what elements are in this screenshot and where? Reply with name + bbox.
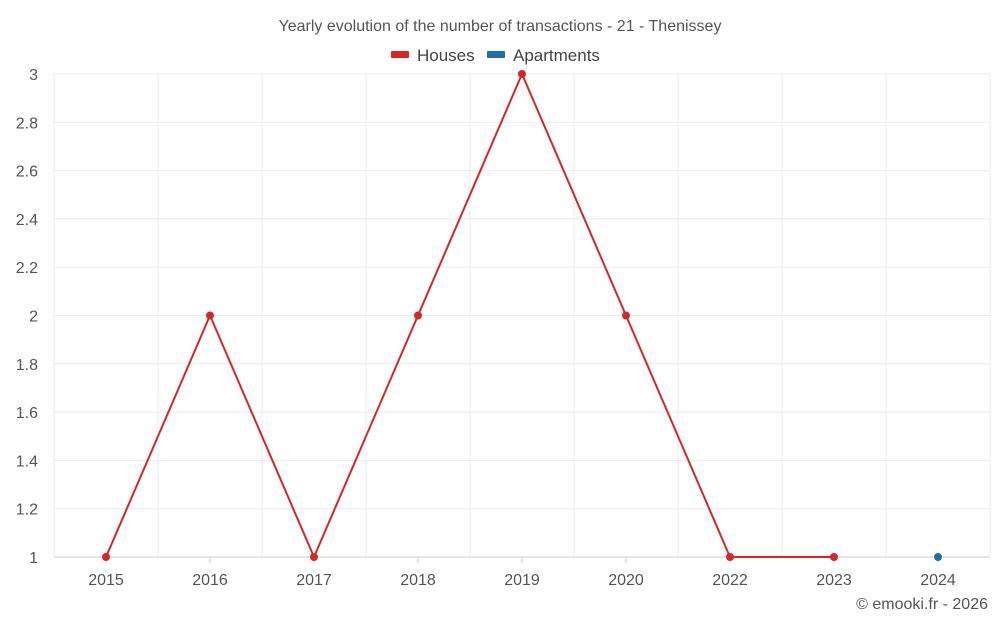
x-tick-label: 2018 — [400, 572, 436, 589]
y-tick-label: 2.6 — [16, 164, 38, 181]
y-tick-label: 2.8 — [16, 115, 38, 132]
y-tick-label: 2 — [29, 309, 38, 326]
x-tick-label: 2020 — [608, 572, 644, 589]
x-tick-label: 2017 — [296, 572, 332, 589]
legend-item-apartments[interactable]: Apartments — [487, 46, 600, 65]
series-line-houses — [105, 73, 834, 558]
credit-text: © emooki.fr - 2026 — [856, 596, 988, 613]
y-tick-label: 1.8 — [16, 357, 38, 374]
data-point-houses[interactable] — [726, 553, 734, 561]
y-tick-label: 1 — [29, 550, 38, 567]
data-point-apartments[interactable] — [934, 553, 942, 561]
y-tick-label: 2.2 — [16, 260, 38, 277]
data-point-houses[interactable] — [622, 311, 630, 320]
x-tick-label: 2022 — [712, 572, 748, 589]
y-axis: 1 1.2 1.4 1.6 1.8 2 2.2 2.4 2.6 2.8 3 — [16, 67, 38, 567]
legend-swatch-houses — [391, 51, 409, 58]
y-tick-label: 1.4 — [16, 453, 38, 470]
legend-item-houses[interactable]: Houses — [391, 46, 475, 65]
x-tick-label: 2024 — [920, 572, 956, 589]
data-point-houses[interactable] — [414, 311, 422, 320]
x-tick-label: 2015 — [88, 572, 124, 589]
y-tick-label: 2.4 — [16, 212, 38, 229]
chart-title: Yearly evolution of the number of transa… — [279, 18, 722, 35]
x-axis: 2015 2016 2017 2018 2019 2020 2022 2023 2024 — [88, 557, 956, 589]
series-layer — [102, 70, 942, 561]
x-tick-label: 2016 — [192, 572, 228, 589]
legend: Houses Apartments — [391, 46, 600, 65]
data-point-houses[interactable] — [102, 553, 110, 561]
y-tick-label: 1.6 — [16, 405, 38, 422]
legend-swatch-apartments — [487, 51, 505, 58]
legend-label-apartments: Apartments — [513, 46, 600, 65]
y-tick-label: 1.2 — [16, 502, 38, 519]
data-point-houses[interactable] — [830, 553, 838, 561]
legend-label-houses: Houses — [417, 46, 475, 65]
data-point-houses[interactable] — [206, 311, 214, 320]
x-tick-label: 2019 — [504, 572, 540, 589]
grid — [53, 73, 991, 558]
data-point-houses[interactable] — [310, 553, 318, 561]
data-point-houses[interactable] — [518, 70, 526, 78]
y-tick-label: 3 — [29, 67, 38, 84]
x-tick-label: 2023 — [816, 572, 852, 589]
